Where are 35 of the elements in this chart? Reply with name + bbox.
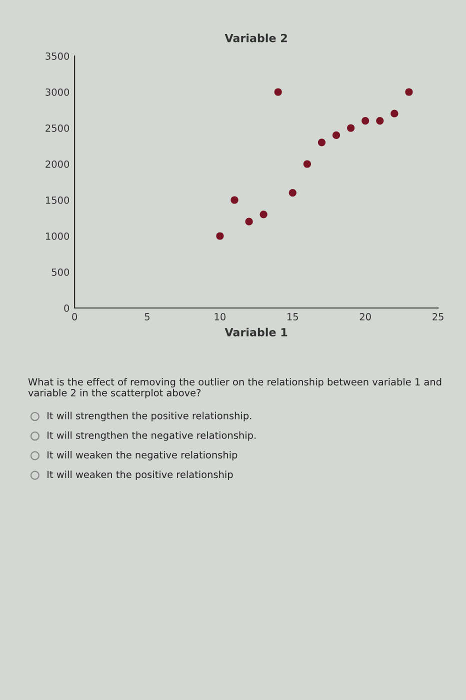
y-axis-title: Variable 2 bbox=[224, 34, 287, 42]
x-tick-label: 10 bbox=[214, 313, 226, 320]
x-tick-label: 25 bbox=[432, 313, 444, 320]
point bbox=[216, 232, 224, 240]
x-axis-title: Variable 1 bbox=[224, 328, 288, 336]
point bbox=[260, 210, 268, 218]
point bbox=[274, 88, 282, 96]
y-tick-label: 2000 bbox=[46, 160, 70, 168]
point bbox=[332, 131, 340, 140]
text: It will weaken the positive relationship bbox=[48, 470, 233, 480]
y-tick-label: 2500 bbox=[46, 124, 70, 132]
text: It will strengthen the positive relationship. bbox=[48, 412, 252, 422]
point bbox=[288, 188, 296, 197]
point bbox=[245, 218, 253, 226]
text: What is the effect of removing the outlier on the relationship between variable 1 and variable 2 in the scatterplot above? bbox=[28, 378, 442, 398]
y-tick-label: 1500 bbox=[46, 196, 70, 204]
y-tick-label: 3500 bbox=[46, 52, 70, 60]
point bbox=[390, 110, 398, 118]
point bbox=[347, 124, 355, 132]
point bbox=[376, 116, 384, 125]
y-tick-label: 3000 bbox=[46, 88, 70, 96]
point bbox=[303, 160, 311, 168]
y-tick-label: 0 bbox=[64, 304, 70, 312]
point bbox=[318, 138, 326, 146]
x-tick-label: 20 bbox=[360, 313, 371, 320]
y-tick-label: 1000 bbox=[46, 232, 70, 240]
point bbox=[230, 196, 238, 204]
text: It will strengthen the negative relationship. bbox=[48, 431, 256, 441]
y-tick-label: 500 bbox=[52, 268, 70, 276]
text: It will weaken the negative relationship bbox=[48, 450, 238, 460]
point bbox=[405, 88, 413, 96]
x-tick-label: 15 bbox=[288, 313, 298, 320]
x-tick-label: 5 bbox=[144, 313, 150, 320]
point bbox=[362, 116, 370, 125]
x-tick-label: 0 bbox=[72, 313, 78, 320]
